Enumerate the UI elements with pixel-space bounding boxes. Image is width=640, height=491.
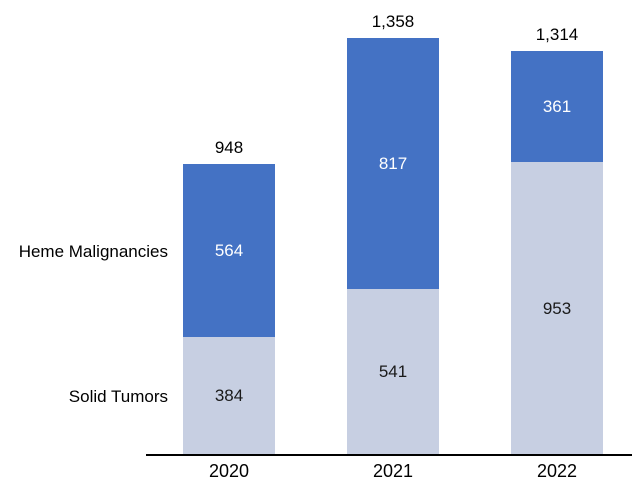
bar-group-2021: 1,358 817 541 <box>347 12 439 455</box>
segment-solid-2022: 953 <box>511 162 603 455</box>
series-label-heme-malignancies: Heme Malignancies <box>18 242 168 261</box>
series-label-solid-tumors: Solid Tumors <box>68 387 168 406</box>
bar-group-2020: 948 564 384 <box>183 138 275 455</box>
segment-value-solid-2020: 384 <box>214 386 244 405</box>
segment-heme-2020: 564 <box>183 164 275 337</box>
total-label-2020: 948 <box>214 138 244 157</box>
x-axis-line <box>146 454 632 456</box>
total-label-2022: 1,314 <box>535 25 579 44</box>
segment-solid-2020: 384 <box>183 337 275 455</box>
segment-value-solid-2022: 953 <box>542 298 572 318</box>
segment-value-heme-2021: 817 <box>378 153 408 173</box>
segment-value-heme-2022: 361 <box>542 96 572 116</box>
bar-group-2022: 1,314 361 953 <box>511 25 603 455</box>
segment-solid-2021: 541 <box>347 289 439 455</box>
category-label-2021: 2021 <box>372 461 414 481</box>
segment-value-heme-2020: 564 <box>214 240 244 260</box>
category-label-2022: 2022 <box>536 461 578 481</box>
category-label-2020: 2020 <box>208 461 250 481</box>
segment-heme-2022: 361 <box>511 51 603 162</box>
segment-heme-2021: 817 <box>347 38 439 289</box>
segment-value-solid-2021: 541 <box>378 362 408 381</box>
total-label-2021: 1,358 <box>371 12 415 31</box>
